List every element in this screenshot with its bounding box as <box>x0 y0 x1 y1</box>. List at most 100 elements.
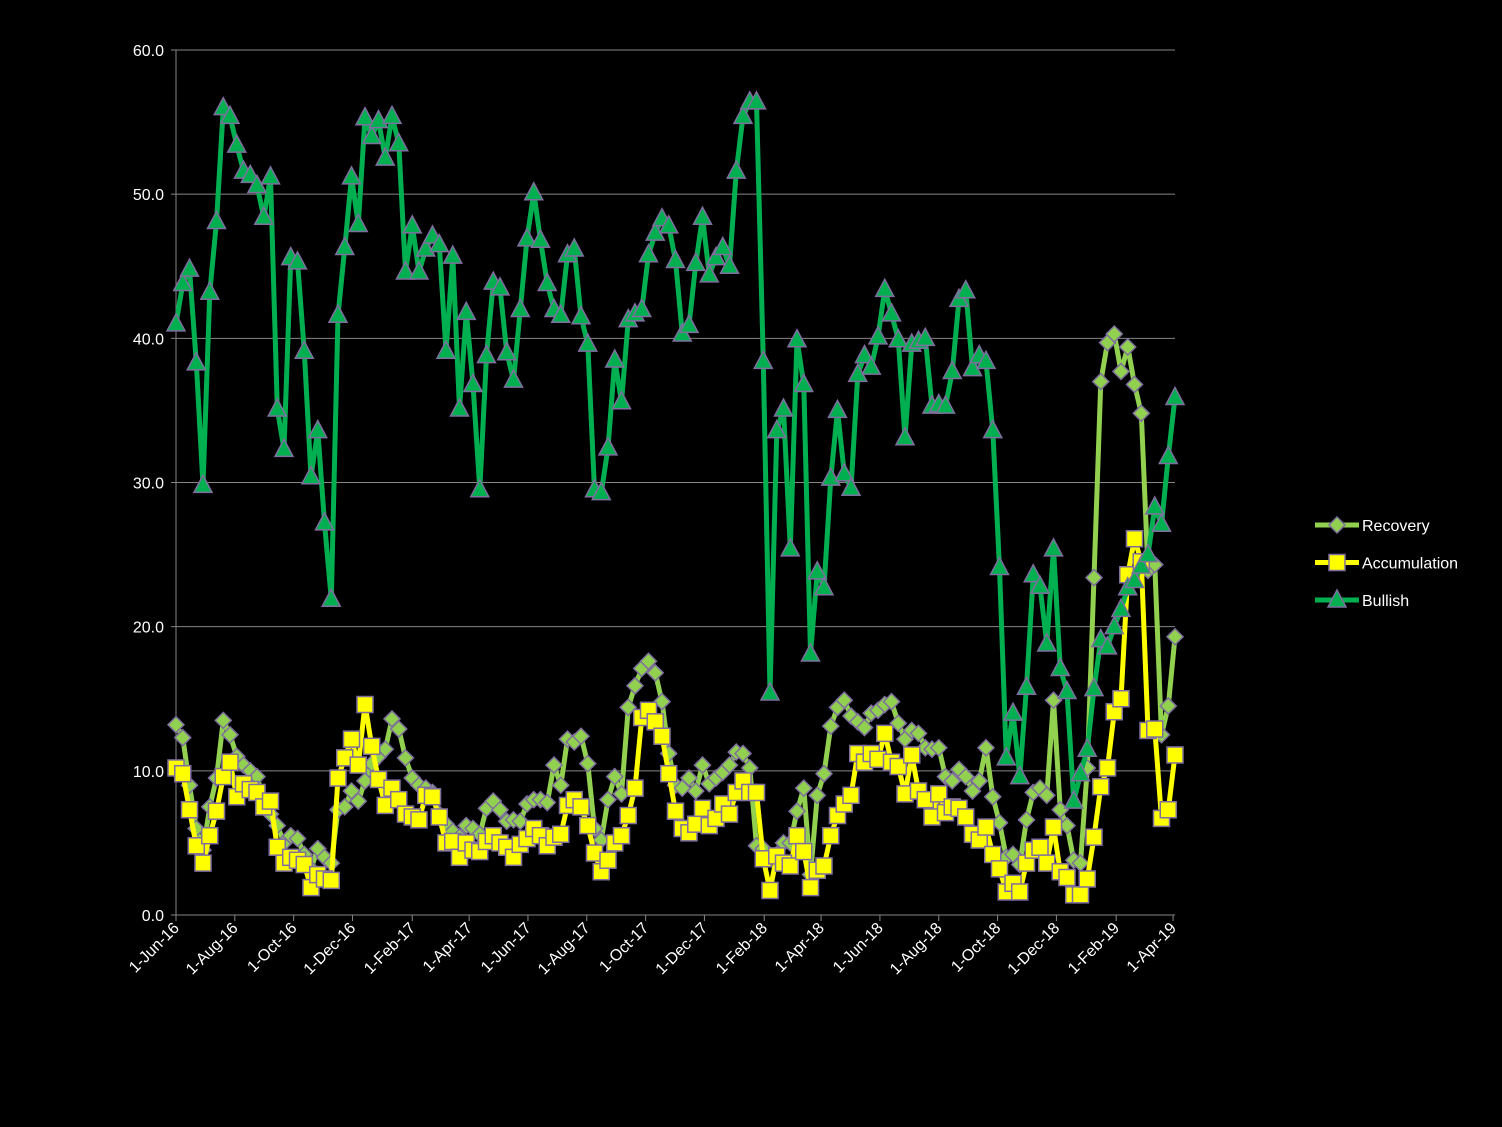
marker-square <box>221 753 239 771</box>
marker-square <box>1058 868 1076 887</box>
marker-triangle <box>955 279 976 299</box>
marker-diamond <box>335 797 354 816</box>
marker-diamond <box>173 728 192 747</box>
marker-square <box>660 764 678 783</box>
marker-triangle <box>1131 554 1152 574</box>
marker-triangle <box>1070 762 1091 782</box>
marker-diamond <box>1017 810 1036 829</box>
marker-square <box>342 730 361 748</box>
marker-triangle <box>780 537 801 557</box>
marker-triangle <box>867 325 889 345</box>
marker-triangle <box>402 214 423 234</box>
marker-square <box>1078 870 1096 888</box>
marker-diamond <box>349 792 368 811</box>
marker-triangle <box>591 480 612 501</box>
marker-triangle <box>807 560 828 580</box>
marker-square <box>599 851 617 869</box>
marker-square <box>1166 746 1184 764</box>
marker-diamond <box>396 748 415 767</box>
marker-square <box>876 724 894 743</box>
marker-square <box>1031 838 1049 856</box>
marker-triangle <box>550 303 571 324</box>
marker-triangle <box>726 159 747 179</box>
marker-square <box>626 779 644 797</box>
marker-triangle <box>1050 656 1071 677</box>
marker-square <box>572 798 590 816</box>
marker-triangle <box>334 235 355 256</box>
marker-triangle <box>273 437 295 458</box>
marker-triangle <box>793 372 814 393</box>
marker-square <box>801 878 820 897</box>
marker-triangle <box>516 227 538 247</box>
marker-diamond <box>1159 696 1178 716</box>
marker-triangle <box>462 372 484 393</box>
marker-diamond <box>598 790 618 809</box>
marker-triangle <box>219 104 241 125</box>
marker-triangle <box>253 205 274 225</box>
marker-triangle <box>469 478 490 498</box>
marker-triangle <box>597 436 619 456</box>
marker-triangle <box>1083 677 1105 697</box>
marker-square <box>322 871 340 890</box>
marker-diamond <box>544 756 564 775</box>
marker-triangle <box>395 260 416 280</box>
marker-square <box>747 783 766 802</box>
marker-diamond <box>814 764 834 783</box>
marker-triangle <box>861 355 882 375</box>
marker-square <box>646 713 664 731</box>
marker-diamond <box>1091 372 1110 391</box>
marker-square <box>822 826 840 845</box>
marker-square <box>990 860 1009 878</box>
marker-triangle <box>766 418 787 439</box>
marker-diamond <box>821 717 840 736</box>
marker-square <box>423 788 442 806</box>
marker-triangle <box>759 681 781 701</box>
marker-triangle <box>449 397 470 417</box>
marker-square <box>174 764 192 783</box>
marker-triangle <box>604 348 625 368</box>
marker-square <box>795 842 813 861</box>
marker-triangle <box>1063 789 1084 809</box>
marker-triangle <box>442 244 463 264</box>
marker-diamond <box>538 793 557 812</box>
marker-diamond <box>956 767 975 786</box>
marker-triangle <box>996 746 1017 766</box>
marker-diamond <box>1037 786 1056 805</box>
marker-square <box>653 727 671 745</box>
marker-triangle <box>327 303 349 324</box>
y-tick-label: 30.0 <box>133 476 164 493</box>
marker-diamond <box>619 698 638 717</box>
marker-triangle <box>658 214 679 234</box>
marker-diamond <box>1084 568 1104 587</box>
marker-square <box>1112 690 1130 708</box>
marker-square <box>1098 759 1117 777</box>
marker-triangle <box>894 426 916 446</box>
marker-triangle <box>476 344 497 364</box>
marker-diamond <box>808 786 827 805</box>
marker-diamond <box>646 663 665 682</box>
marker-triangle <box>537 271 558 292</box>
marker-square <box>903 746 921 764</box>
marker-triangle <box>354 106 376 126</box>
marker-triangle <box>1124 568 1145 589</box>
marker-diamond <box>835 691 854 710</box>
marker-square <box>390 790 408 809</box>
marker-diamond <box>571 727 591 746</box>
marker-triangle <box>631 297 652 318</box>
marker-triangle <box>435 339 457 360</box>
marker-triangle <box>638 243 659 263</box>
marker-triangle <box>692 205 713 225</box>
marker-triangle <box>348 212 369 233</box>
marker-diamond <box>855 718 874 737</box>
marker-square <box>612 826 631 845</box>
marker-diamond <box>679 768 699 788</box>
legend-label: Accumulation <box>1362 556 1458 573</box>
marker-triangle <box>746 90 767 110</box>
marker-square <box>619 806 637 825</box>
y-tick-label: 10.0 <box>133 764 164 781</box>
marker-triangle <box>287 250 308 270</box>
marker-square <box>761 881 779 900</box>
marker-diamond <box>909 724 928 743</box>
marker-square <box>666 802 685 820</box>
marker-square <box>201 826 219 845</box>
